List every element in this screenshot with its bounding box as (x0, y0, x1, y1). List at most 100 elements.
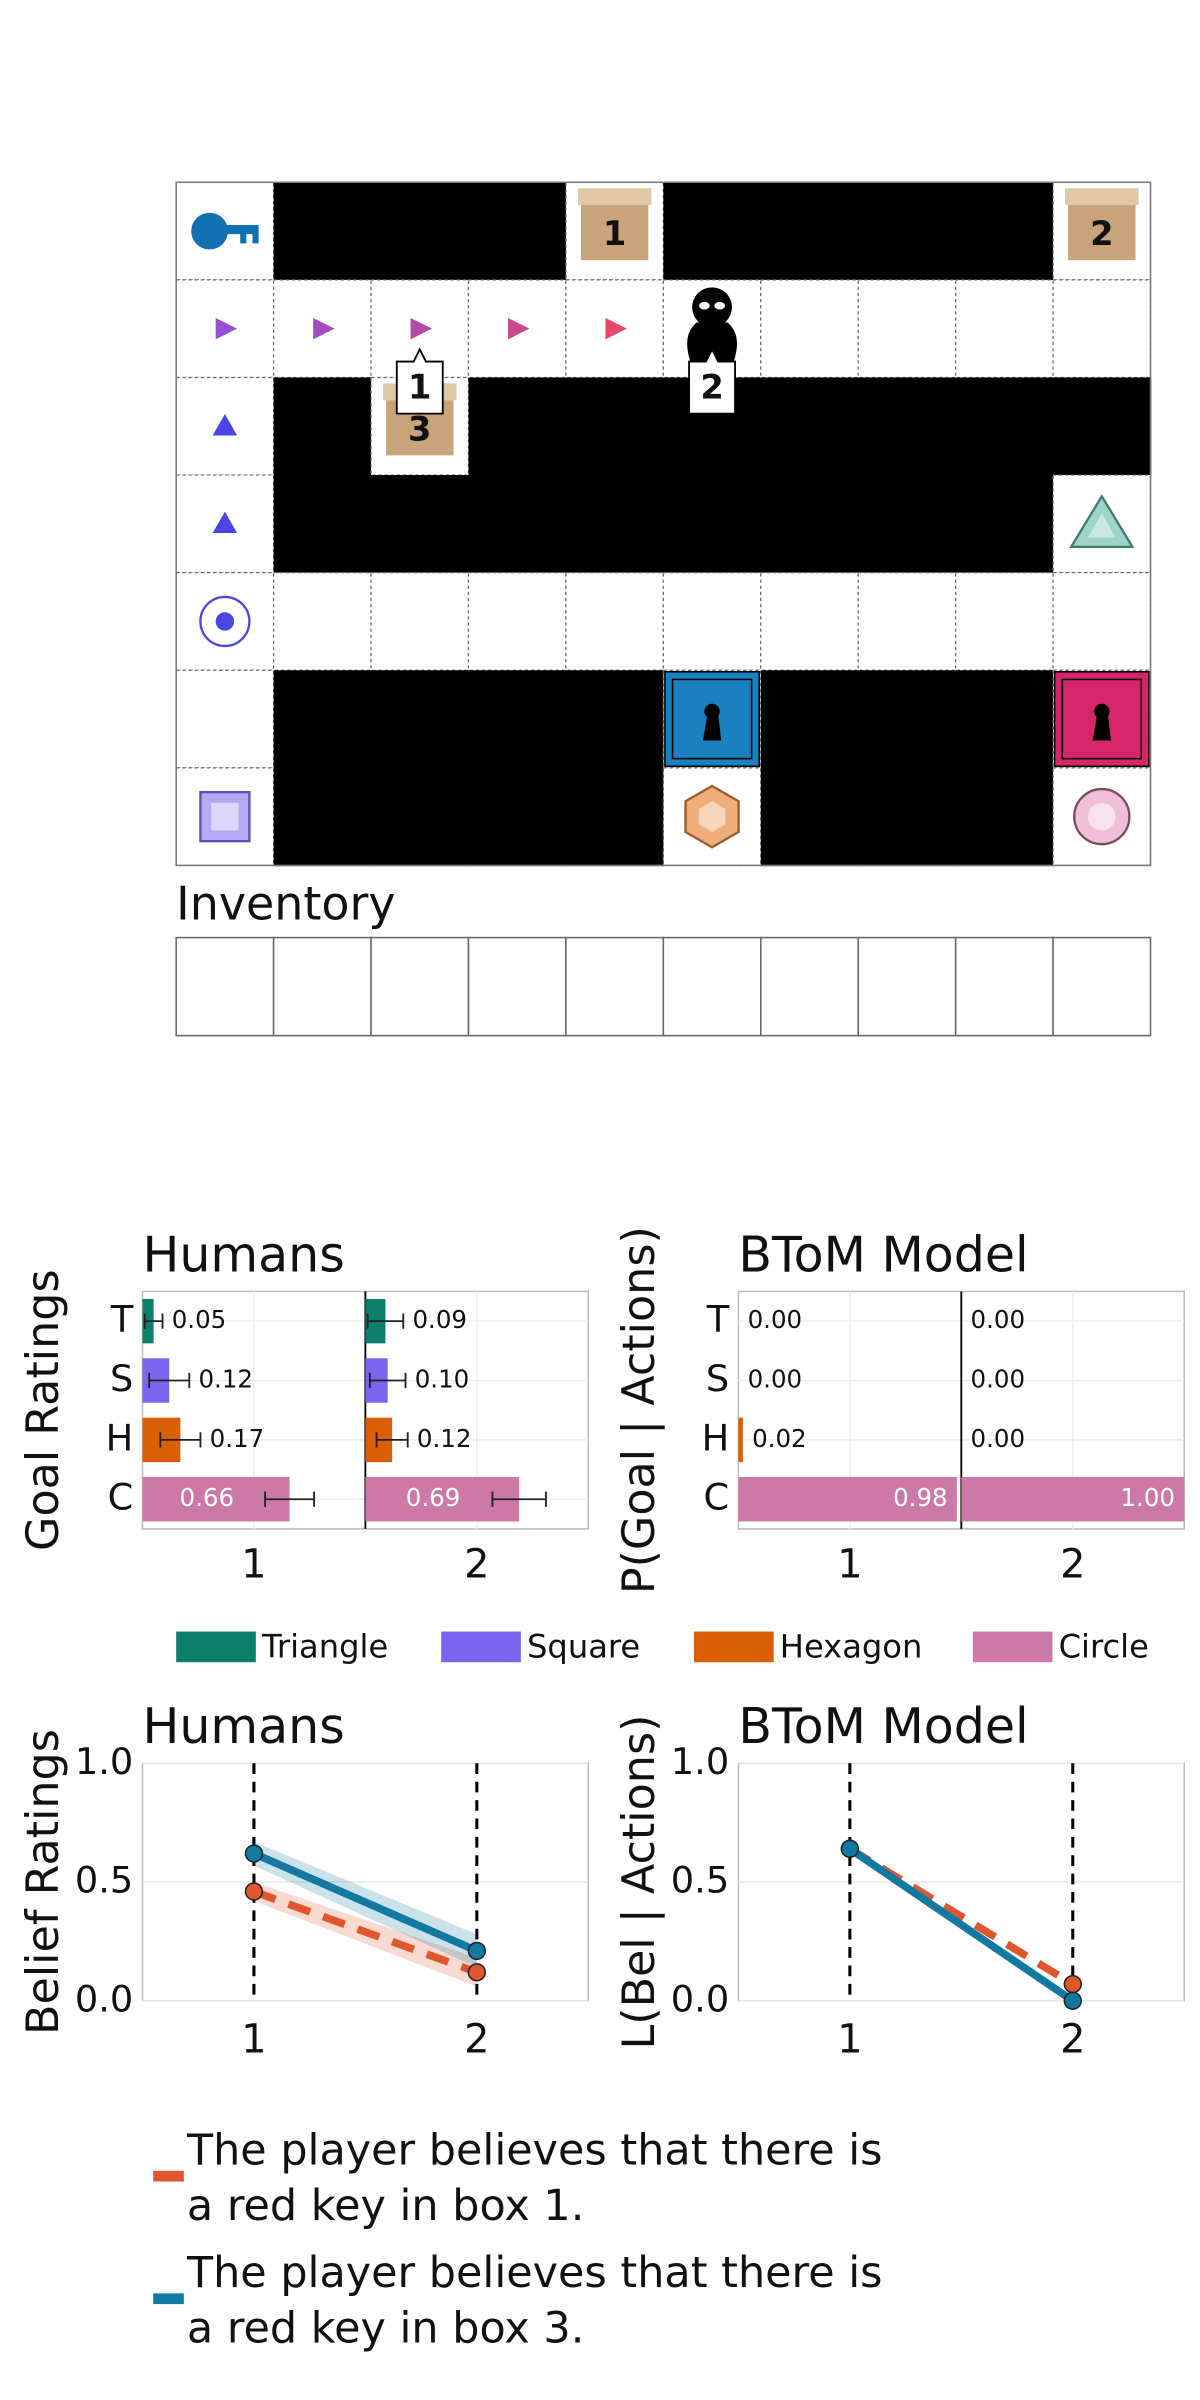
wall (371, 182, 470, 281)
floor-cell (175, 669, 275, 769)
panel-label: 2 (464, 1542, 489, 1588)
wall (468, 182, 567, 281)
wall (273, 377, 372, 476)
wall (955, 670, 1054, 769)
floor-cell (1052, 279, 1152, 379)
value-label: 0.00 (748, 1365, 803, 1394)
inventory-label: Inventory (176, 876, 395, 930)
value-label: 0.00 (971, 1305, 1026, 1334)
wall (565, 377, 665, 476)
floor-cell (955, 572, 1054, 671)
wall (858, 377, 957, 476)
agent (692, 287, 732, 328)
wall (858, 182, 957, 281)
y-tick-label: 0.0 (75, 1977, 133, 2020)
key (191, 212, 228, 250)
point (1063, 1974, 1082, 1994)
wall (371, 670, 470, 769)
series-line (252, 1887, 479, 1976)
error-bar (148, 1372, 191, 1389)
inventory-slot (760, 936, 859, 1037)
grid-border (175, 181, 1152, 867)
wall (858, 767, 957, 867)
floor-cell (272, 572, 372, 671)
box-label: 3 (408, 409, 431, 448)
y-tick-label: 0.5 (75, 1859, 133, 1902)
wall (371, 475, 470, 574)
y-axis-label: Goal Ratings (18, 1269, 69, 1551)
category-label: S (706, 1357, 729, 1400)
y-axis-label: Belief Ratings (18, 1729, 69, 2035)
x-tick-label: 2 (1060, 2017, 1085, 2063)
box-lid (1065, 188, 1139, 206)
wall (955, 767, 1054, 867)
callout-label: 1 (408, 368, 431, 407)
floor-cell (565, 572, 664, 671)
keyhole (1092, 714, 1111, 741)
wall (565, 670, 665, 769)
legend-label: The player believes that there is a red … (186, 2124, 883, 2231)
bar (738, 1477, 957, 1522)
value-label: 0.69 (406, 1483, 461, 1512)
wall (468, 767, 567, 867)
chart-title: Humans (142, 1697, 344, 1755)
inventory-slot (370, 936, 470, 1037)
error-bar (159, 1432, 202, 1448)
legend-label: Circle (1059, 1627, 1149, 1665)
box (1068, 205, 1136, 261)
wall (273, 182, 372, 281)
point (467, 1941, 487, 1961)
trail-arrow (508, 317, 530, 340)
trail-arrow (215, 317, 238, 340)
inventory-slot (857, 936, 957, 1037)
floor-cell (760, 279, 859, 379)
wall (468, 377, 567, 476)
x-tick-label: 2 (464, 2017, 489, 2063)
value-label: 0.00 (971, 1424, 1026, 1453)
inventory-slot (954, 936, 1054, 1037)
legend-label: Square (527, 1627, 640, 1665)
trail-arrow (410, 317, 433, 340)
wall (1053, 377, 1152, 476)
triangle-gem (1088, 513, 1116, 538)
x-tick-label: 1 (241, 2017, 266, 2063)
legend-label: Triangle (261, 1627, 388, 1665)
legend-swatch (441, 1631, 521, 1663)
value-label: 0.05 (172, 1305, 227, 1334)
point (1063, 1991, 1082, 2010)
category-label: S (110, 1357, 133, 1400)
value-label: 0.17 (210, 1424, 265, 1453)
error-bar (143, 1313, 164, 1329)
wall (565, 767, 665, 867)
bar (738, 1417, 743, 1463)
floor-cell (857, 572, 957, 671)
hexagon-gem (698, 801, 726, 832)
y-tick-label: 1.0 (75, 1740, 133, 1783)
floor-cell (857, 279, 957, 379)
wall (663, 475, 762, 574)
panel-label: 1 (241, 1542, 266, 1588)
floor-cell (467, 572, 567, 671)
box (580, 205, 649, 261)
value-label: 0.02 (752, 1424, 807, 1453)
category-label: C (704, 1476, 730, 1519)
wall (760, 767, 859, 867)
legend-label: Hexagon (780, 1627, 923, 1665)
point (840, 1839, 860, 1858)
series-line (847, 1845, 1075, 2004)
bar (961, 1477, 1185, 1522)
category-label: C (108, 1476, 134, 1519)
wall (955, 377, 1054, 476)
floor-cell (662, 572, 762, 671)
y-axis-label: P(Goal | Actions) (614, 1226, 665, 1594)
wall (760, 182, 859, 281)
wall (273, 475, 372, 574)
legend-swatch (693, 1631, 774, 1663)
value-label: 0.00 (971, 1365, 1026, 1394)
y-tick-label: 0.5 (671, 1859, 729, 1902)
agent-eye (699, 301, 710, 310)
point (244, 1844, 264, 1863)
wall (565, 475, 665, 574)
circle-gem (1088, 802, 1116, 831)
